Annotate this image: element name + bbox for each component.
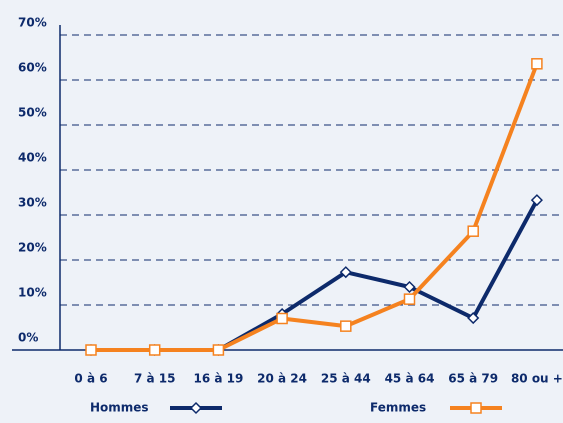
x-tick-label: 65 à 79 xyxy=(448,372,498,386)
x-tick-label: 25 à 44 xyxy=(321,372,371,386)
point-marker xyxy=(85,344,97,356)
y-tick-label: 0% xyxy=(18,331,38,345)
y-tick-label: 30% xyxy=(18,196,47,210)
x-tick-label: 20 à 24 xyxy=(257,372,307,386)
legend-label: Femmes xyxy=(370,401,426,415)
legend-marker xyxy=(189,401,203,415)
series-line xyxy=(91,63,539,352)
series-line xyxy=(91,199,539,352)
point-marker xyxy=(530,194,543,207)
y-tick-label: 60% xyxy=(18,61,47,75)
x-tick-label: 7 à 15 xyxy=(134,372,176,386)
y-tick-label: 70% xyxy=(18,16,47,30)
x-tick-label: 16 à 19 xyxy=(193,372,243,386)
legend-label: Hommes xyxy=(90,401,149,415)
point-marker xyxy=(339,266,352,279)
point-marker xyxy=(403,280,416,294)
y-tick-label: 20% xyxy=(18,241,47,255)
point-marker xyxy=(531,58,543,70)
point-marker xyxy=(467,311,480,325)
point-marker xyxy=(212,344,225,356)
x-tick-label: 80 ou + xyxy=(511,372,563,386)
y-tick-label: 50% xyxy=(18,106,47,120)
legend-marker xyxy=(470,402,482,414)
x-tick-label: 0 à 6 xyxy=(74,372,107,386)
point-marker xyxy=(403,293,416,305)
y-tick-label: 10% xyxy=(18,286,47,300)
x-tick-label: 45 à 64 xyxy=(385,372,435,386)
y-tick-label: 40% xyxy=(18,151,47,165)
point-marker xyxy=(148,344,161,356)
point-marker xyxy=(340,320,352,332)
point-marker xyxy=(276,312,288,325)
point-marker xyxy=(467,225,479,237)
